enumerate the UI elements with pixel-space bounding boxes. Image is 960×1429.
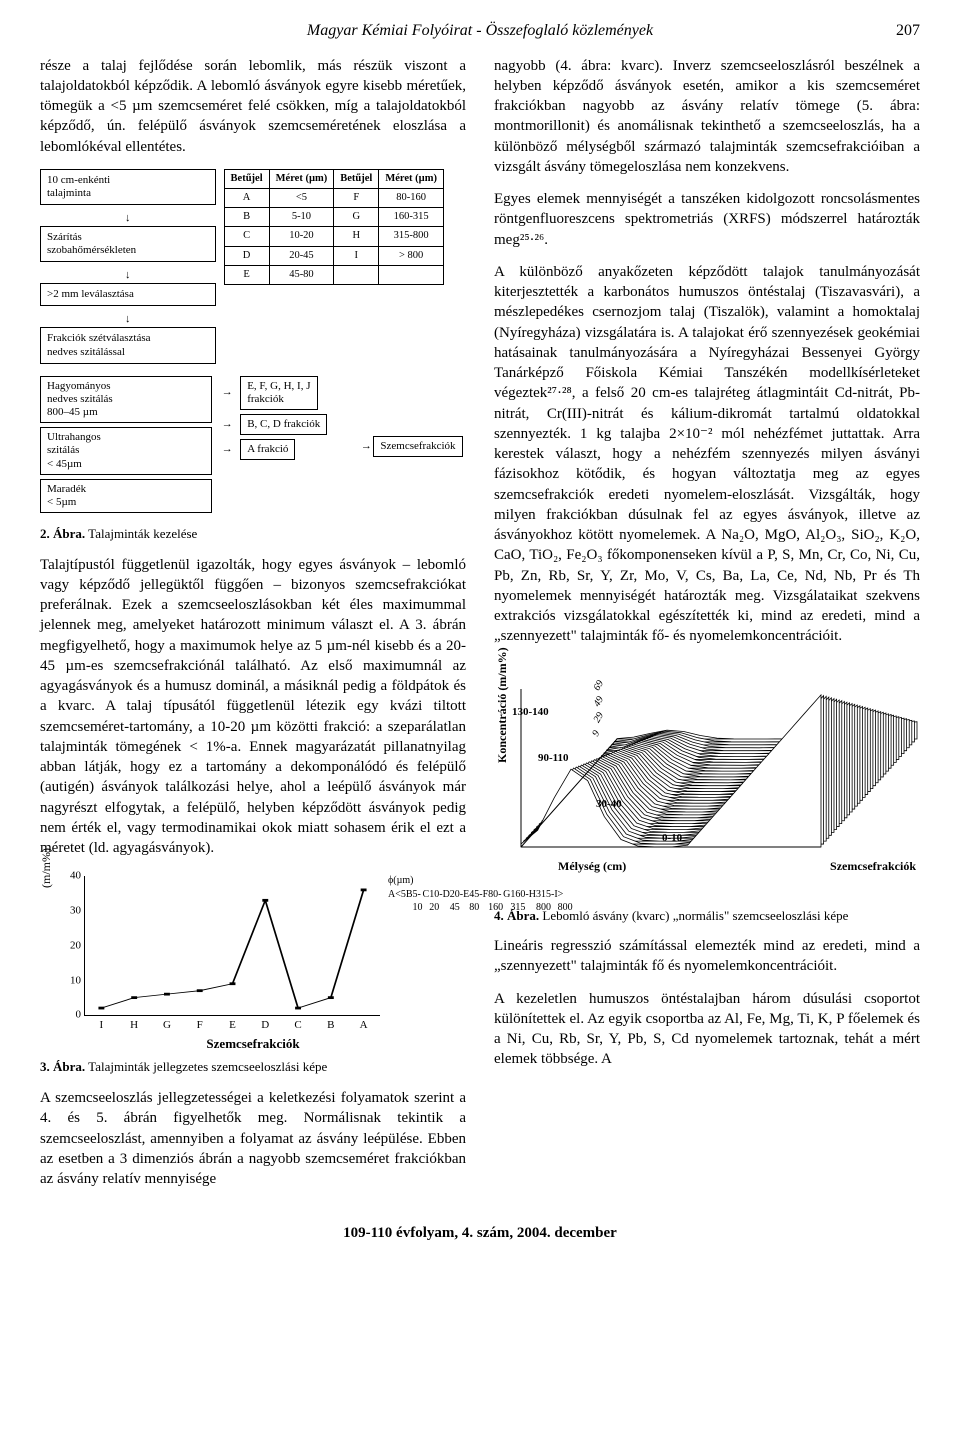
left-para-3: A szemcseeloszlás jellegzetességei a kel… — [40, 1088, 466, 1189]
figure-4-depth-tick: 30-40 — [596, 797, 622, 812]
figure-2-path-right: E, F, G, H, I, Jfrakciók — [240, 376, 317, 410]
two-column-layout: része a talaj fejlődése során lebomlik, … — [40, 56, 920, 1202]
left-para-2: Talajtípustól függetlenül igazolták, hog… — [40, 555, 466, 859]
figure-4-depth-tick: 130-140 — [512, 705, 549, 720]
right-para-1: nagyobb (4. ábra: kvarc). Inverz szemcse… — [494, 56, 920, 178]
footer-text: 109-110 évfolyam, 4. szám, 2004. decembe… — [343, 1225, 617, 1241]
table-cell: 20-45 — [269, 246, 334, 265]
figure-4-depth-tick: 90-110 — [538, 751, 569, 766]
table-cell: 10-20 — [269, 227, 334, 246]
table-cell: 315-800 — [379, 227, 444, 246]
table-cell: 45-80 — [269, 265, 334, 284]
figure-3-ytick: 0 — [76, 1008, 86, 1023]
right-para-2: Egyes elemek mennyiségét a tanszéken kid… — [494, 189, 920, 250]
figure-3-xtick: G — [163, 1015, 171, 1033]
figure-2-path-right: A frakció — [240, 439, 295, 460]
left-column: része a talaj fejlődése során lebomlik, … — [40, 56, 466, 1202]
table-cell: E — [224, 265, 269, 284]
figure-3-xtick: F — [197, 1015, 203, 1033]
figure-2-step: >2 mm leválasztása — [40, 283, 216, 306]
table-cell: 160-315 — [379, 208, 444, 227]
figure-3-legend-item: C10-20 — [423, 888, 443, 915]
figure-3-ytick: 20 — [70, 939, 85, 954]
figure-3-xtick: A — [360, 1015, 368, 1033]
figure-3-legend-item: A<5 — [388, 888, 406, 915]
figure-2-path-right: B, C, D frakciók — [240, 414, 327, 435]
figure-2-th: Betűjel — [334, 169, 379, 188]
figure-3-xtick: I — [100, 1015, 104, 1033]
figure-3-xtick: H — [130, 1015, 138, 1033]
figure-2-result: Szemcsefrakciók — [373, 436, 462, 457]
figure-3-caption: 3. Ábra. Talajminták jellegzetes szemcse… — [40, 1058, 466, 1076]
figure-4-xlabel-left: Mélység (cm) — [558, 858, 626, 874]
figure-3-legend-item: E45-80 — [463, 888, 482, 915]
figure-2-caption: 2. Ábra. Talajminták kezelése — [40, 525, 466, 543]
table-cell: C — [224, 227, 269, 246]
table-cell: <5 — [269, 189, 334, 208]
table-cell: A — [224, 189, 269, 208]
figure-3-ytick: 10 — [70, 973, 85, 988]
right-para-3: A különböző anyakőzeten képződött talajo… — [494, 262, 920, 647]
figure-4-ylabel: Koncentráció (m/m%) — [494, 647, 510, 763]
right-para-4: Lineáris regresszió számítással elemezté… — [494, 936, 920, 977]
figure-3-legend: ϕ(µm) A<5B5-10C10-20D20-45E45-80F80-160G… — [388, 874, 466, 915]
figure-2-th: Betűjel — [224, 169, 269, 188]
page-header: Magyar Kémiai Folyóirat - Összefoglaló k… — [40, 20, 920, 42]
table-cell — [334, 265, 379, 284]
figure-3-ytick: 40 — [70, 869, 85, 884]
table-cell: G — [334, 208, 379, 227]
figure-4-depth-tick: 0-10 — [662, 831, 682, 846]
figure-2-table: BetűjelMéret (µm)BetűjelMéret (µm) A<5F8… — [224, 169, 444, 285]
table-cell: H — [334, 227, 379, 246]
figure-3-caption-text: Talajminták jellegzetes szemcseeloszlási… — [85, 1059, 327, 1074]
table-row: E45-80 — [224, 265, 443, 284]
figure-3-ylabel: (m/m%) — [38, 848, 54, 888]
right-column: nagyobb (4. ábra: kvarc). Inverz szemcse… — [494, 56, 920, 1202]
table-cell: 80-160 — [379, 189, 444, 208]
table-cell: D — [224, 246, 269, 265]
figure-3-xtick: E — [229, 1015, 236, 1033]
table-row: D20-45I> 800 — [224, 246, 443, 265]
figure-3-legend-title: ϕ(µm) — [388, 874, 466, 888]
figure-3-caption-num: 3. Ábra. — [40, 1059, 85, 1074]
figure-4-caption-text: Lebomló ásvány (kvarc) „normális" szemcs… — [539, 908, 848, 923]
figure-2-caption-text: Talajminták kezelése — [85, 526, 197, 541]
table-row: A<5F80-160 — [224, 189, 443, 208]
right-para-5: A kezeletlen humuszos öntéstalajban háro… — [494, 989, 920, 1070]
figure-3-legend-item: B5-10 — [406, 888, 423, 915]
table-row: C10-20H315-800 — [224, 227, 443, 246]
figure-3-xtick: D — [261, 1015, 269, 1033]
figure-2-path-left: Ultrahangosszitálás< 45µm — [40, 427, 212, 475]
table-cell: I — [334, 246, 379, 265]
table-cell: 5-10 — [269, 208, 334, 227]
figure-2-path-left: Maradék< 5µm — [40, 479, 212, 513]
figure-3-legend-item: D20-45 — [443, 888, 464, 915]
figure-4: Koncentráció (m/m%) Mélység (cm) Szemcse… — [494, 659, 920, 899]
figure-2: 10 cm-enkéntitalajminta↓Szárításszobahőm… — [40, 169, 466, 517]
page-footer: 109-110 évfolyam, 4. szám, 2004. decembe… — [40, 1223, 920, 1243]
figure-3: (m/m%) 010203040IHGFEDCBA ϕ(µm) A<5B5-10… — [40, 870, 466, 1050]
journal-title: Magyar Kémiai Folyóirat - Összefoglaló k… — [307, 22, 653, 39]
figure-2-step: Frakciók szétválasztásanedves szitálássa… — [40, 327, 216, 363]
figure-4-xlabel-right: Szemcsefrakciók — [830, 858, 916, 874]
figure-2-step: 10 cm-enkéntitalajminta — [40, 169, 216, 205]
figure-2-th: Méret (µm) — [379, 169, 444, 188]
figure-3-xtick: B — [327, 1015, 334, 1033]
table-cell — [379, 265, 444, 284]
figure-2-th: Méret (µm) — [269, 169, 334, 188]
figure-3-xlabel: Szemcsefrakciók — [206, 1035, 299, 1053]
figure-2-step: Szárításszobahőmérsékleten — [40, 226, 216, 262]
figure-2-path-left: Hagyományosnedves szitálás800–45 µm — [40, 376, 212, 424]
table-row: B5-10G160-315 — [224, 208, 443, 227]
figure-2-caption-num: 2. Ábra. — [40, 526, 85, 541]
figure-3-xtick: C — [294, 1015, 301, 1033]
table-cell: B — [224, 208, 269, 227]
table-cell: > 800 — [379, 246, 444, 265]
table-cell: F — [334, 189, 379, 208]
left-para-1: része a talaj fejlődése során lebomlik, … — [40, 56, 466, 157]
page-number: 207 — [896, 20, 920, 42]
figure-3-ytick: 30 — [70, 904, 85, 919]
